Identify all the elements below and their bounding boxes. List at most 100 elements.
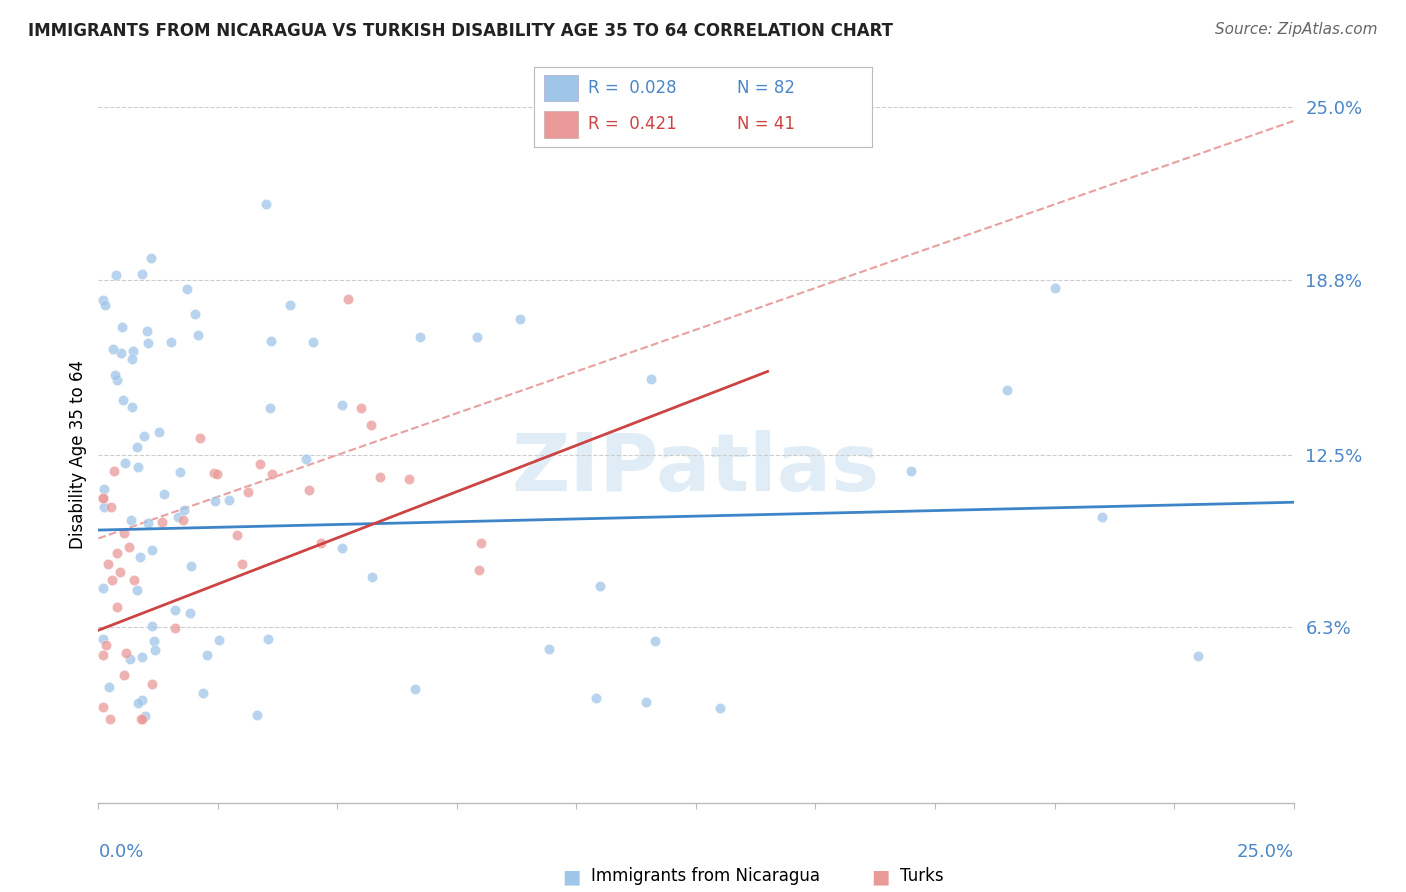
Point bbox=[470, 536, 492, 550]
Point bbox=[634, 696, 657, 710]
Point bbox=[128, 549, 150, 564]
Point bbox=[180, 558, 202, 573]
Point bbox=[900, 464, 922, 478]
Point bbox=[249, 457, 271, 471]
Point bbox=[97, 558, 120, 572]
Point bbox=[118, 651, 141, 665]
Point bbox=[142, 634, 165, 648]
Point bbox=[114, 456, 136, 470]
Point bbox=[127, 697, 149, 711]
Point bbox=[205, 467, 228, 481]
Point bbox=[295, 452, 318, 467]
Point bbox=[134, 709, 156, 723]
Point bbox=[104, 268, 127, 282]
Point bbox=[104, 368, 127, 382]
Point bbox=[218, 493, 240, 508]
Point bbox=[309, 536, 332, 550]
Text: ■: ■ bbox=[872, 867, 890, 886]
Point bbox=[131, 267, 153, 281]
Text: R =  0.028: R = 0.028 bbox=[588, 78, 676, 96]
Point bbox=[131, 649, 153, 664]
Point bbox=[709, 701, 731, 715]
Point bbox=[91, 632, 114, 647]
Point bbox=[121, 352, 143, 367]
Point bbox=[166, 510, 188, 524]
Point bbox=[262, 467, 284, 481]
Point bbox=[404, 682, 426, 697]
Point bbox=[176, 282, 198, 296]
Point bbox=[125, 440, 148, 454]
Point bbox=[995, 383, 1018, 397]
Point bbox=[238, 484, 260, 499]
Point bbox=[141, 251, 163, 265]
Point bbox=[188, 431, 211, 445]
Point bbox=[118, 541, 141, 555]
Point bbox=[141, 543, 163, 558]
Point bbox=[1091, 510, 1114, 524]
Point bbox=[91, 582, 114, 596]
Point bbox=[297, 483, 319, 498]
Point bbox=[361, 570, 384, 584]
Point bbox=[368, 469, 391, 483]
Point bbox=[91, 648, 114, 662]
Point bbox=[202, 466, 225, 480]
Text: Turks: Turks bbox=[900, 867, 943, 885]
Text: R =  0.421: R = 0.421 bbox=[588, 115, 678, 133]
Point bbox=[112, 525, 135, 540]
Point bbox=[585, 691, 607, 706]
Point bbox=[125, 582, 148, 597]
Point bbox=[254, 197, 277, 211]
Text: 0.0%: 0.0% bbox=[98, 843, 143, 861]
Point bbox=[1043, 281, 1066, 295]
Point bbox=[135, 324, 157, 338]
Point bbox=[537, 641, 560, 656]
Text: IMMIGRANTS FROM NICARAGUA VS TURKISH DISABILITY AGE 35 TO 64 CORRELATION CHART: IMMIGRANTS FROM NICARAGUA VS TURKISH DIS… bbox=[28, 22, 893, 40]
Point bbox=[468, 563, 491, 577]
Point bbox=[94, 639, 117, 653]
Point bbox=[184, 307, 207, 321]
Point bbox=[91, 699, 114, 714]
Point bbox=[121, 344, 143, 359]
Point bbox=[152, 515, 174, 529]
Point bbox=[105, 546, 128, 560]
Point bbox=[195, 648, 218, 662]
Point bbox=[131, 693, 153, 707]
Point bbox=[169, 465, 191, 479]
Point bbox=[1187, 648, 1209, 663]
Point bbox=[100, 574, 122, 588]
Point bbox=[226, 528, 249, 542]
Point bbox=[193, 686, 215, 700]
Point bbox=[336, 292, 359, 306]
Text: N = 82: N = 82 bbox=[737, 78, 794, 96]
Point bbox=[330, 541, 353, 556]
Point bbox=[98, 712, 121, 726]
Point bbox=[91, 491, 114, 505]
Point bbox=[129, 712, 152, 726]
Point bbox=[173, 503, 195, 517]
Point bbox=[136, 335, 159, 350]
Point bbox=[257, 632, 280, 646]
Point bbox=[101, 343, 124, 357]
Point bbox=[145, 642, 167, 657]
Point bbox=[640, 372, 662, 386]
Point bbox=[127, 460, 149, 475]
FancyBboxPatch shape bbox=[544, 112, 578, 137]
Point bbox=[259, 401, 281, 415]
Text: ■: ■ bbox=[562, 867, 581, 886]
Point bbox=[93, 483, 115, 497]
Point bbox=[330, 398, 353, 412]
Point bbox=[131, 712, 153, 726]
Point bbox=[208, 632, 231, 647]
Point bbox=[204, 494, 226, 508]
Text: N = 41: N = 41 bbox=[737, 115, 794, 133]
Point bbox=[588, 579, 610, 593]
Text: Immigrants from Nicaragua: Immigrants from Nicaragua bbox=[591, 867, 820, 885]
Point bbox=[121, 401, 143, 415]
Point bbox=[260, 334, 283, 348]
Point bbox=[94, 297, 117, 311]
Point bbox=[187, 327, 209, 342]
Point bbox=[110, 320, 132, 334]
Point bbox=[360, 417, 382, 432]
Point bbox=[644, 634, 666, 648]
Point bbox=[91, 293, 114, 307]
